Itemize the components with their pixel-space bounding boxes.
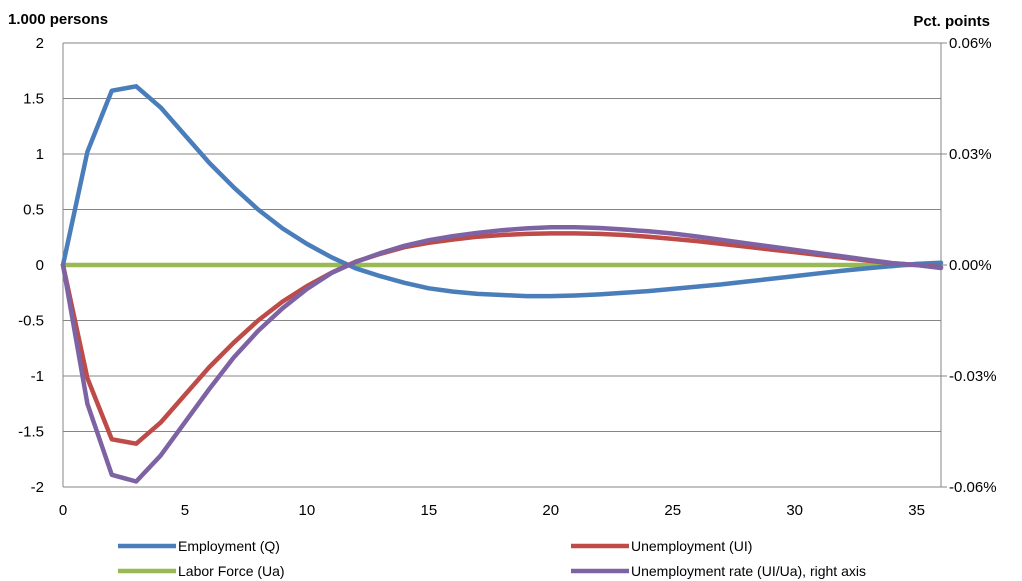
x-ticks: 0 5 10 15 20 25 30 35 [59, 502, 925, 519]
series-line-3 [60, 225, 944, 484]
x-tick-label: 30 [786, 502, 803, 519]
y-right-axis-title: Pct. points [913, 13, 990, 30]
y-left-tick-label: -1.5 [18, 424, 44, 441]
legend-label: Employment (Q) [178, 538, 280, 554]
x-tick-label: 35 [908, 502, 925, 519]
legend-label: Labor Force (Ua) [178, 563, 285, 579]
y-left-tick-label: 0.5 [23, 202, 44, 219]
x-tick-label: 0 [59, 502, 67, 519]
legend-label: Unemployment rate (UI/Ua), right axis [631, 563, 866, 579]
y-right-tick-label: -0.06% [949, 479, 997, 496]
y-left-tick-label: 1.5 [23, 91, 44, 108]
y-left-tick-label: -1 [31, 368, 44, 385]
y-left-tick-label: -2 [31, 479, 44, 496]
legend-label: Unemployment (UI) [631, 538, 752, 554]
y-right-ticks: -0.06% -0.03% 0.00% 0.03% 0.06% [941, 35, 997, 496]
y-left-ticks: -2 -1.5 -1 -0.5 0 0.5 1 1.5 2 [18, 35, 44, 496]
series-lines [60, 84, 944, 484]
y-left-tick-label: -0.5 [18, 313, 44, 330]
x-tick-label: 25 [664, 502, 681, 519]
y-left-tick-label: 2 [36, 35, 44, 52]
y-left-tick-label: 0 [36, 257, 44, 274]
y-right-tick-label: 0.03% [949, 146, 992, 163]
y-left-axis-title: 1.000 persons [8, 11, 108, 28]
y-left-tick-label: 1 [36, 146, 44, 163]
x-tick-label: 20 [542, 502, 559, 519]
x-tick-label: 10 [299, 502, 316, 519]
legend: Employment (Q) Unemployment (UI) Labor For… [118, 538, 866, 579]
x-tick-label: 15 [420, 502, 437, 519]
y-right-tick-label: -0.03% [949, 368, 997, 385]
y-right-tick-label: 0.00% [949, 257, 992, 274]
y-right-tick-label: 0.06% [949, 35, 992, 52]
series-line-0 [60, 84, 944, 299]
x-tick-label: 5 [181, 502, 189, 519]
series-line-1 [60, 231, 944, 446]
